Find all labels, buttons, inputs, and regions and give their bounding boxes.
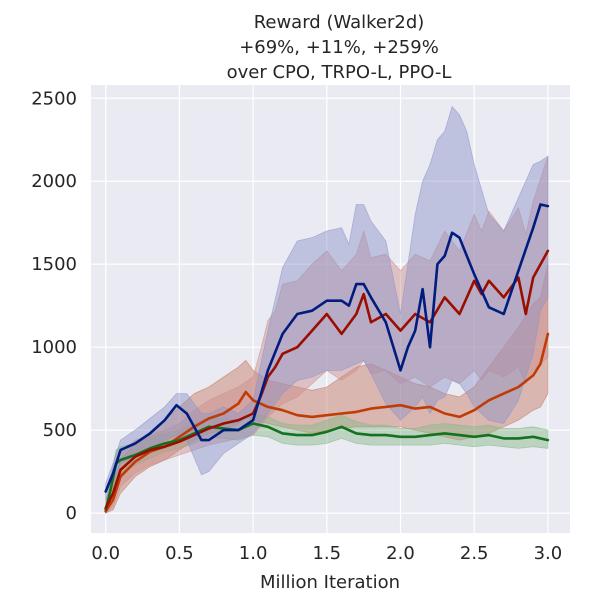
series-line-1 bbox=[104, 422, 550, 512]
y-axis-ticks: 0 500 1000 1500 2000 2500 bbox=[31, 88, 77, 524]
series-band-0 bbox=[105, 264, 549, 514]
x-axis-label: Million Iteration bbox=[260, 572, 400, 593]
x-tick-label: 0.5 bbox=[165, 543, 194, 564]
x-tick-label: 2.0 bbox=[386, 543, 415, 564]
y-tick-label: 0 bbox=[66, 503, 77, 524]
y-tick-label: 1500 bbox=[31, 254, 77, 275]
series-lines bbox=[104, 203, 550, 513]
x-tick-label: 0.0 bbox=[91, 543, 120, 564]
chart-title-line-3: over CPO, TRPO-L, PPO-L bbox=[227, 62, 452, 83]
series-band-3 bbox=[105, 105, 549, 500]
y-tick-label: 2500 bbox=[31, 88, 77, 109]
confidence-bands bbox=[105, 105, 549, 514]
chart-title: Reward (Walker2d) +69%, +11%, +259% over… bbox=[227, 12, 452, 83]
y-tick-label: 2000 bbox=[31, 171, 77, 192]
y-tick-label: 1000 bbox=[31, 337, 77, 358]
x-tick-label: 1.5 bbox=[312, 543, 341, 564]
grid-lines bbox=[91, 85, 570, 533]
series-line-2 bbox=[104, 249, 550, 510]
series-band-2 bbox=[105, 156, 549, 514]
series-line-3 bbox=[104, 203, 550, 493]
chart-title-line-1: Reward (Walker2d) bbox=[254, 12, 425, 33]
x-axis-ticks: 0.0 0.5 1.0 1.5 2.0 2.5 3.0 bbox=[91, 543, 562, 564]
x-tick-label: 1.0 bbox=[239, 543, 268, 564]
y-tick-label: 500 bbox=[43, 420, 77, 441]
x-tick-label: 3.0 bbox=[534, 543, 563, 564]
x-tick-label: 2.5 bbox=[460, 543, 489, 564]
chart-title-line-2: +69%, +11%, +259% bbox=[239, 37, 439, 58]
